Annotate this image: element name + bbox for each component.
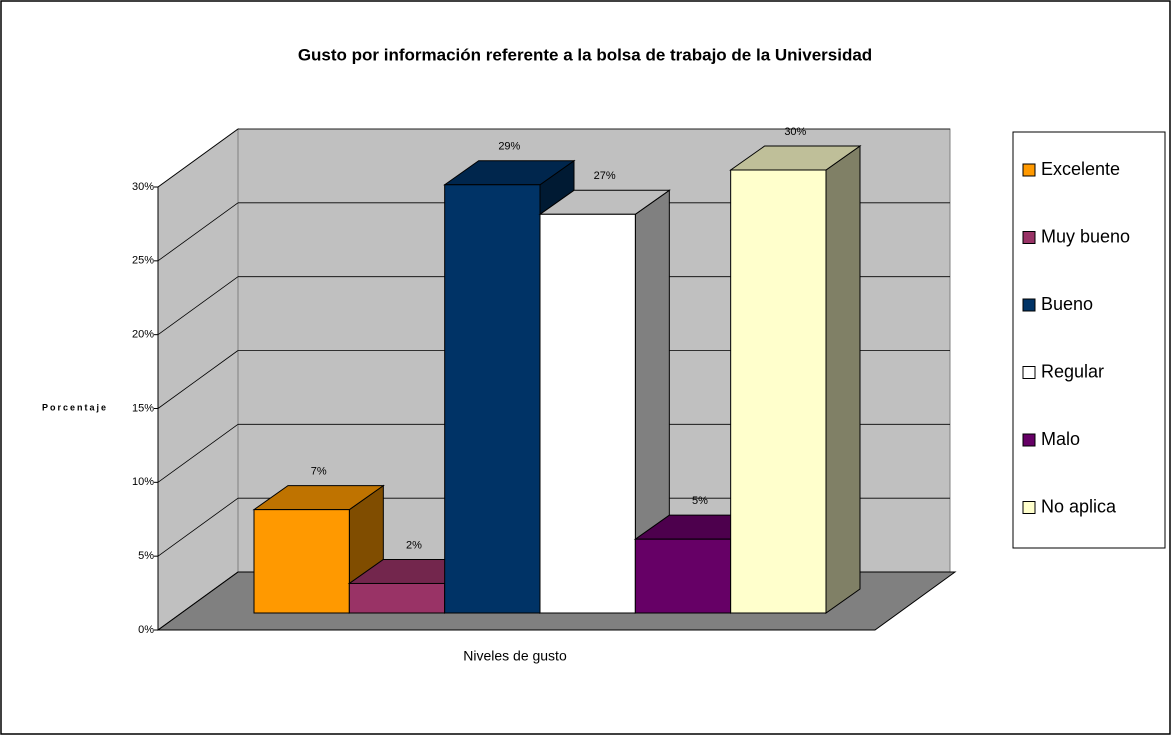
bar-side xyxy=(825,145,861,614)
bar xyxy=(348,582,446,614)
legend-swatch xyxy=(1022,231,1036,244)
bar xyxy=(444,184,541,614)
legend-label: Muy bueno xyxy=(1041,226,1130,246)
y-tick-label: 15% xyxy=(132,402,154,414)
legend-swatch xyxy=(1022,501,1036,514)
grid-line xyxy=(157,128,239,188)
grid-line xyxy=(157,202,239,262)
legend-label: Malo xyxy=(1041,429,1080,449)
x-axis-label: Niveles de gusto xyxy=(463,648,567,664)
legend-swatch xyxy=(1022,366,1036,379)
grid-line xyxy=(157,350,239,409)
bar xyxy=(634,538,732,614)
bar xyxy=(730,169,827,614)
data-label: 7% xyxy=(311,466,327,478)
legend-swatch xyxy=(1022,298,1036,312)
grid-line xyxy=(157,497,239,557)
legend-label: Bueno xyxy=(1041,294,1093,314)
bar xyxy=(539,213,636,614)
legend-label: Regular xyxy=(1041,361,1104,381)
y-tick-label: 30% xyxy=(132,181,154,193)
y-tick-label: 5% xyxy=(138,550,154,562)
y-axis-label: Porcentaje xyxy=(42,402,108,412)
y-tick-label: 25% xyxy=(132,255,154,267)
grid-line xyxy=(157,424,239,483)
y-tick-label: 20% xyxy=(132,329,154,341)
legend-label: Excelente xyxy=(1041,159,1120,179)
legend-swatch xyxy=(1022,163,1036,177)
legend-swatch xyxy=(1022,433,1036,447)
grid-line xyxy=(157,276,239,335)
data-label: 30% xyxy=(784,126,806,138)
data-label: 29% xyxy=(498,141,520,153)
data-label: 2% xyxy=(406,539,422,551)
chart-title: Gusto por información referente a la bol… xyxy=(298,45,872,64)
y-tick-label: 0% xyxy=(138,624,154,636)
bar xyxy=(253,509,350,614)
data-label: 27% xyxy=(594,170,616,182)
data-label: 5% xyxy=(692,495,708,507)
legend xyxy=(1012,131,1166,549)
y-tick-label: 10% xyxy=(132,476,154,488)
legend-label: No aplica xyxy=(1041,496,1117,516)
grid-line xyxy=(157,571,239,631)
